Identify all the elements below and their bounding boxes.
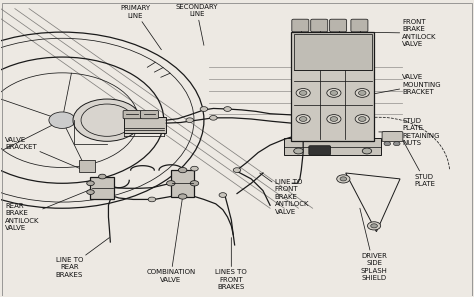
Text: COMBINATION
VALVE: COMBINATION VALVE (146, 197, 195, 283)
FancyBboxPatch shape (292, 19, 309, 32)
Circle shape (148, 197, 156, 202)
Circle shape (178, 194, 187, 199)
Bar (292, 32, 374, 141)
Text: VALVE
MOUNTING
BRACKET: VALVE MOUNTING BRACKET (374, 75, 441, 95)
Circle shape (296, 89, 310, 97)
Circle shape (362, 148, 372, 154)
Text: LINE TO
REAR
BRAKES: LINE TO REAR BRAKES (55, 238, 109, 278)
Text: DRIVER
SIDE
SPLASH
SHIELD: DRIVER SIDE SPLASH SHIELD (360, 208, 387, 281)
Circle shape (200, 107, 208, 111)
Circle shape (178, 168, 187, 173)
Circle shape (224, 107, 231, 111)
Circle shape (340, 177, 346, 181)
Circle shape (87, 190, 94, 195)
Circle shape (191, 166, 198, 171)
Circle shape (49, 112, 75, 128)
Text: PRIMARY
LINE: PRIMARY LINE (120, 5, 161, 50)
Text: STUD
PLATE: STUD PLATE (401, 138, 435, 187)
Text: VALVE
BRACKET: VALVE BRACKET (5, 137, 80, 169)
Circle shape (99, 174, 106, 179)
Bar (284, 138, 381, 155)
Circle shape (371, 224, 377, 228)
FancyBboxPatch shape (329, 19, 346, 32)
Text: REAR
BRAKE
ANTILOCK
VALVE: REAR BRAKE ANTILOCK VALVE (5, 189, 91, 231)
Text: LINE TO
FRONT
BRAKE
ANTILOCK
VALVE: LINE TO FRONT BRAKE ANTILOCK VALVE (260, 173, 310, 214)
Circle shape (186, 118, 193, 123)
Circle shape (358, 117, 366, 121)
Text: SECONDARY
LINE: SECONDARY LINE (175, 4, 218, 45)
Circle shape (300, 91, 307, 95)
Bar (294, 34, 372, 70)
Circle shape (355, 115, 369, 124)
Circle shape (296, 115, 310, 124)
FancyBboxPatch shape (311, 19, 328, 32)
Circle shape (327, 89, 341, 97)
Circle shape (87, 181, 94, 186)
Circle shape (393, 142, 400, 146)
FancyBboxPatch shape (171, 170, 194, 197)
Circle shape (337, 175, 350, 183)
Text: LINES TO
FRONT
BRAKES: LINES TO FRONT BRAKES (216, 238, 247, 290)
FancyBboxPatch shape (123, 110, 141, 119)
FancyBboxPatch shape (91, 176, 114, 199)
Circle shape (73, 99, 141, 141)
Circle shape (294, 148, 303, 154)
FancyBboxPatch shape (79, 160, 95, 172)
Text: FRONT
BRAKE
ANTILOCK
VALVE: FRONT BRAKE ANTILOCK VALVE (357, 19, 437, 48)
Text: STUD
PLATE
RETAINING
NUTS: STUD PLATE RETAINING NUTS (379, 118, 440, 146)
FancyBboxPatch shape (309, 146, 330, 155)
Circle shape (190, 181, 199, 186)
Circle shape (355, 89, 369, 97)
Circle shape (300, 117, 307, 121)
FancyBboxPatch shape (124, 117, 166, 133)
Circle shape (330, 91, 337, 95)
Circle shape (330, 117, 337, 121)
FancyBboxPatch shape (382, 132, 403, 142)
Circle shape (327, 115, 341, 124)
Circle shape (384, 142, 391, 146)
Circle shape (367, 222, 381, 230)
Circle shape (219, 193, 227, 198)
Circle shape (233, 168, 241, 173)
Circle shape (166, 181, 175, 186)
Circle shape (358, 91, 366, 95)
FancyBboxPatch shape (141, 110, 158, 119)
FancyBboxPatch shape (351, 19, 368, 32)
Circle shape (210, 116, 217, 120)
